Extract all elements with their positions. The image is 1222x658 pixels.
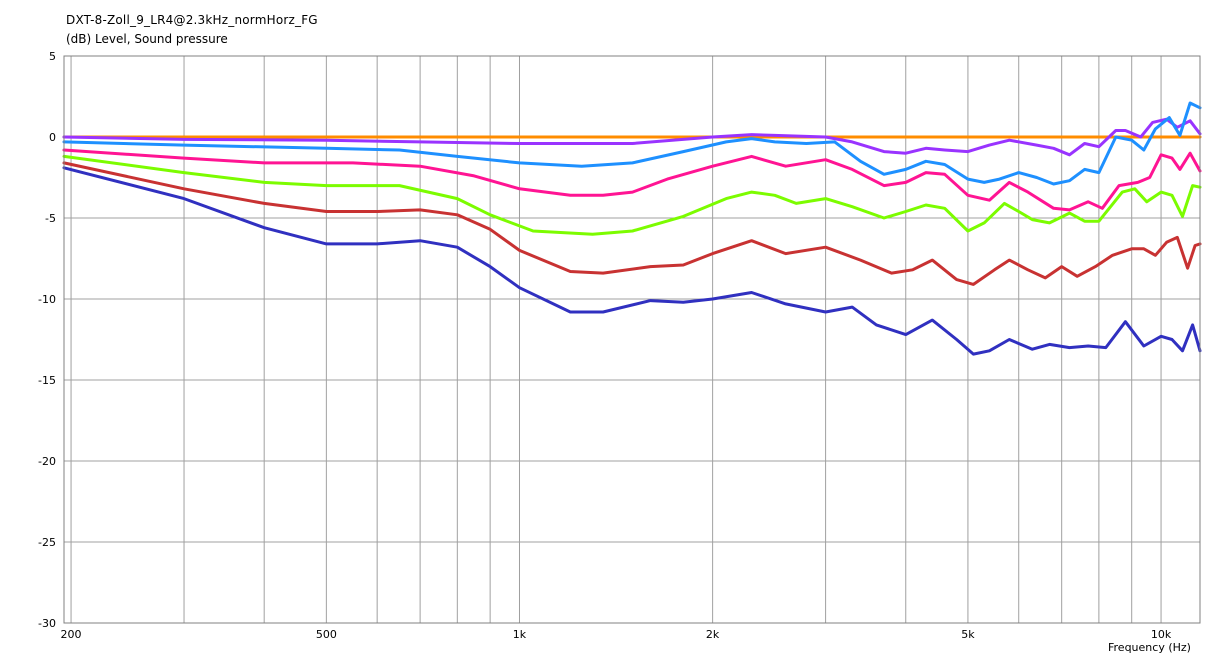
x-tick-label: 5k <box>961 628 975 641</box>
y-axis-label: (dB) Level, Sound pressure <box>66 32 228 46</box>
y-tick-label: -30 <box>38 617 56 630</box>
chart-title: DXT-8-Zoll_9_LR4@2.3kHz_normHorz_FG <box>66 13 318 27</box>
x-tick-label: 2k <box>706 628 720 641</box>
series-line-4 <box>62 148 1202 212</box>
x-axis-label: Frequency (Hz) <box>1108 641 1191 654</box>
series-line-2 <box>62 117 1202 157</box>
x-tick-labels: 200 500 1k 2k 5k 10k <box>61 628 1172 641</box>
y-tick-label: -10 <box>38 293 56 306</box>
y-tick-label: -25 <box>38 536 56 549</box>
x-tick-label: 10k <box>1151 628 1172 641</box>
y-tick-label: -15 <box>38 374 56 387</box>
series-line-6 <box>62 161 1202 286</box>
y-tick-labels: 5 0 -5 -10 -15 -20 -25 -30 <box>38 50 56 630</box>
series-lines <box>62 101 1202 356</box>
x-tick-label: 200 <box>61 628 82 641</box>
series-line-3 <box>62 101 1202 186</box>
series-line-7 <box>62 166 1202 356</box>
x-tick-label: 500 <box>316 628 337 641</box>
plot-border <box>63 55 1201 624</box>
y-tick-label: 0 <box>49 131 56 144</box>
y-tick-label: 5 <box>49 50 56 63</box>
y-tick-label: -20 <box>38 455 56 468</box>
series-line-5 <box>62 154 1202 236</box>
x-tick-label: 1k <box>513 628 527 641</box>
y-tick-label: -5 <box>45 212 56 225</box>
plot-frame <box>63 55 1201 624</box>
